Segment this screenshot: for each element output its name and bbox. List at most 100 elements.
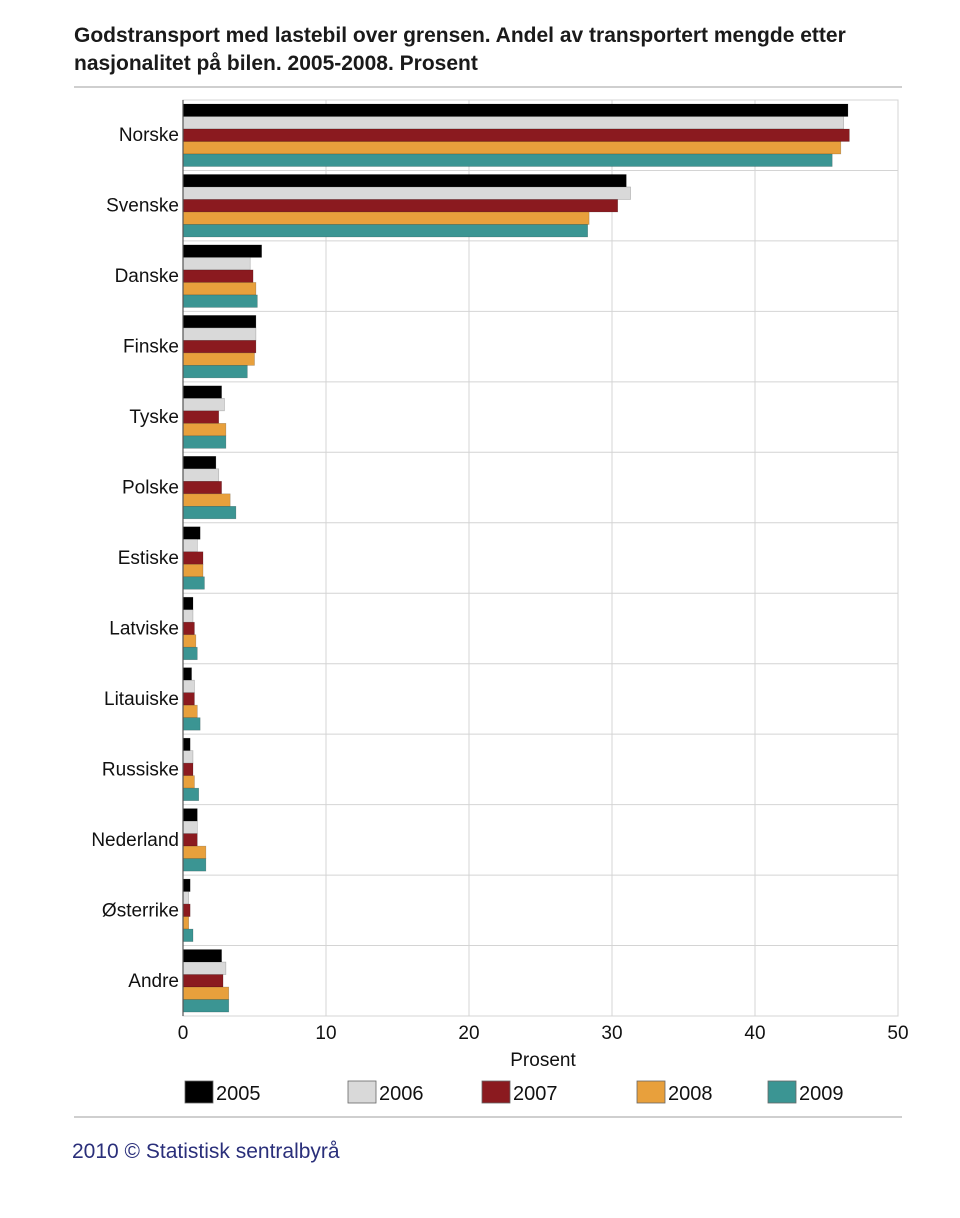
bar-2008-2 <box>182 282 257 296</box>
bar-2008-1 <box>182 211 590 225</box>
legend-swatch <box>481 1080 511 1104</box>
x-tick-label: 50 <box>887 1023 908 1044</box>
bar-2009-12 <box>182 999 230 1013</box>
x-tick-label: 0 <box>178 1023 189 1044</box>
category-label: Danske <box>115 266 179 287</box>
bar-2009-7 <box>182 646 198 661</box>
bar-2005-0 <box>182 103 849 117</box>
bar-2005-7 <box>182 596 194 611</box>
bar-2006-12 <box>182 961 227 975</box>
bar-2006-11 <box>182 891 190 905</box>
bar-2008-10 <box>182 845 207 859</box>
category-labels: Norske Svenske Danske Finske Tyske Polske Esti… <box>91 125 179 992</box>
legend-label: 2008 <box>668 1083 713 1105</box>
category-label: Latviske <box>109 618 179 639</box>
legend-item-2009: 2009 <box>767 1080 844 1105</box>
legend-swatch <box>184 1080 214 1104</box>
category-label: Svenske <box>106 196 179 217</box>
bar-2008-8 <box>182 704 198 718</box>
bar-2009-1 <box>182 224 588 238</box>
bar-2007-1 <box>182 199 619 213</box>
legend-label: 2006 <box>379 1083 424 1105</box>
bar-2008-12 <box>182 986 230 1000</box>
bar-2008-4 <box>182 423 227 437</box>
bottom-divider <box>74 1116 902 1118</box>
bar-2008-9 <box>182 775 195 789</box>
category-label: Russiske <box>102 759 179 780</box>
bar-2007-10 <box>182 833 198 847</box>
bar-2006-10 <box>182 820 198 834</box>
bar-2005-3 <box>182 315 257 329</box>
bar-2005-6 <box>182 526 201 540</box>
bar-2006-2 <box>182 257 251 271</box>
bar-2006-7 <box>182 609 194 623</box>
grid <box>182 99 899 1017</box>
x-tick-label: 10 <box>315 1023 336 1044</box>
x-axis-label: Prosent <box>510 1050 576 1071</box>
legend-swatch <box>347 1080 377 1104</box>
bar-2006-1 <box>182 186 631 200</box>
bar-2006-3 <box>182 327 257 341</box>
bar-2009-6 <box>182 576 205 590</box>
chart-title: Godstransport med lastebil over grensen.… <box>74 24 846 75</box>
bar-2007-8 <box>182 692 195 706</box>
category-label: Polske <box>122 478 179 499</box>
bar-2006-8 <box>182 679 195 693</box>
bar-2008-0 <box>182 141 842 155</box>
bar-2009-5 <box>182 506 237 520</box>
x-tick-label: 30 <box>601 1023 622 1044</box>
bar-2009-4 <box>182 435 227 449</box>
top-divider <box>74 86 902 88</box>
category-label: Tyske <box>129 407 179 428</box>
bar-2009-8 <box>182 717 201 731</box>
bar-2007-9 <box>182 762 194 776</box>
legend-label: 2007 <box>513 1083 558 1105</box>
category-label: Andre <box>128 971 179 992</box>
bar-2008-7 <box>182 634 197 648</box>
bar-2005-12 <box>182 949 222 963</box>
bar-2007-3 <box>182 340 257 354</box>
bar-chart: Norske Svenske Danske Finske Tyske Polske Esti… <box>91 99 909 1105</box>
bar-2007-2 <box>182 269 254 283</box>
bar-2008-5 <box>182 493 231 507</box>
legend-item-2008: 2008 <box>636 1080 713 1105</box>
copyright-footer: 2010 © Statistisk sentralbyrå <box>72 1140 340 1163</box>
x-ticks: 0 10 20 30 40 50 <box>178 1023 909 1044</box>
bar-2006-4 <box>182 398 225 412</box>
bar-2005-5 <box>182 456 217 470</box>
plot-frame <box>182 99 899 1017</box>
bar-2007-5 <box>182 481 222 495</box>
legend-item-2006: 2006 <box>347 1080 424 1105</box>
category-label: Østerrike <box>102 900 179 921</box>
bar-2008-6 <box>182 563 204 578</box>
legend-swatch <box>767 1080 797 1104</box>
bar-2005-4 <box>182 385 222 399</box>
bar-2007-0 <box>182 128 850 142</box>
bar-2009-10 <box>182 858 207 872</box>
bar-2005-10 <box>182 808 198 822</box>
legend-swatch <box>636 1080 666 1104</box>
bar-2009-2 <box>182 294 258 308</box>
bar-2007-7 <box>182 621 195 636</box>
category-label: Finske <box>123 337 179 358</box>
bar-2009-0 <box>182 153 833 167</box>
bar-2006-5 <box>182 468 220 482</box>
bar-2009-3 <box>182 365 248 379</box>
bar-2008-11 <box>182 916 190 930</box>
bar-2007-4 <box>182 410 220 424</box>
legend-item-2007: 2007 <box>481 1080 558 1105</box>
bar-2007-12 <box>182 974 224 988</box>
x-tick-label: 40 <box>744 1023 765 1044</box>
bar-2008-3 <box>182 352 255 366</box>
legend-label: 2009 <box>799 1083 844 1105</box>
bar-2009-9 <box>182 787 200 801</box>
bar-2005-1 <box>182 174 627 188</box>
bar-2005-8 <box>182 667 192 681</box>
bar-2009-11 <box>182 928 194 942</box>
bar-2006-0 <box>182 116 844 130</box>
legend: 2005 2006 2007 2008 2009 <box>184 1080 844 1105</box>
category-label: Nederland <box>91 830 179 851</box>
bar-2006-9 <box>182 750 194 764</box>
bar-2006-6 <box>182 538 198 553</box>
bar-2005-2 <box>182 244 262 258</box>
